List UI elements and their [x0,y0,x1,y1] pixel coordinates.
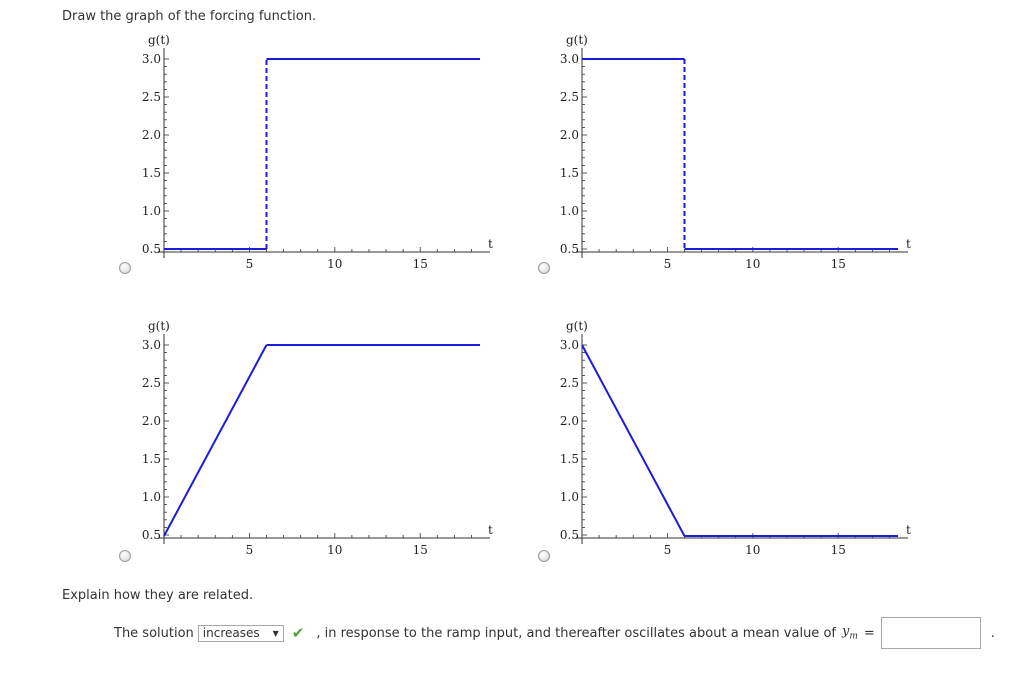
ym-symbol: ym [841,624,858,642]
answer-sentence: The solution increases ▼ ✔ , in response… [114,617,995,649]
y-tick-label: 0.5 [560,242,579,256]
y-tick-label: 0.5 [142,242,161,256]
x-axis-label: t [906,523,911,537]
graph-option-b: 0.5 1.0 1.5 2.0 2.5 3.0 5 10 15 g(t) t [560,30,918,275]
y-axis-label: g(t) [566,33,588,47]
graph-option-a: 0.5 1.0 1.5 2.0 2.5 3.0 5 10 15 g(t) t [142,30,500,275]
y-tick-label: 3.0 [560,338,579,352]
x-axis-label: t [488,237,493,251]
x-tick-label: 15 [413,257,428,271]
y-tick-label: 1.5 [142,452,161,466]
graph-option-d: 0.5 1.0 1.5 2.0 2.5 3.0 5 10 15 g(t) t [560,316,918,561]
y-tick-label: 2.0 [560,414,579,428]
select-value: increases [202,626,260,640]
radio-option-c[interactable] [119,550,131,562]
graph-option-c: 0.5 1.0 1.5 2.0 2.5 3.0 5 10 15 g(t) t [142,316,500,561]
y-tick-label: 2.5 [560,90,579,104]
x-tick-label: 5 [664,257,672,271]
x-tick-label: 15 [831,543,846,557]
answer-middle-text: , in response to the ramp input, and the… [316,625,836,641]
y-axis-label: g(t) [148,33,170,47]
y-tick-label: 1.5 [142,166,161,180]
y-tick-label: 2.0 [560,128,579,142]
explain-prompt: Explain how they are related. [62,588,254,603]
y-tick-label: 0.5 [142,528,161,542]
x-tick-label: 15 [413,543,428,557]
equals-sign: = [863,625,875,641]
question-prompt: Draw the graph of the forcing function. [62,9,317,24]
x-tick-label: 5 [246,257,254,271]
x-tick-label: 5 [246,543,254,557]
x-tick-label: 10 [327,543,342,557]
y-tick-label: 2.5 [142,90,161,104]
period: . [990,625,995,641]
y-tick-label: 3.0 [560,52,579,66]
mean-value-input[interactable] [880,617,981,649]
x-tick-label: 10 [745,543,760,557]
y-tick-label: 0.5 [560,528,579,542]
radio-option-d[interactable] [538,550,550,562]
answer-prefix: The solution [114,625,194,641]
x-tick-label: 10 [745,257,760,271]
checkmark-icon: ✔ [291,624,305,642]
y-tick-label: 1.0 [560,204,579,218]
y-tick-label: 1.5 [560,452,579,466]
y-tick-label: 1.0 [142,204,161,218]
y-tick-label: 3.0 [142,338,161,352]
radio-option-a[interactable] [119,262,131,274]
y-tick-label: 1.0 [560,490,579,504]
y-axis-label: g(t) [148,319,170,333]
solution-behavior-select[interactable]: increases ▼ [197,624,284,642]
y-axis-label: g(t) [566,319,588,333]
y-tick-label: 2.5 [142,376,161,390]
x-axis-label: t [488,523,493,537]
y-tick-label: 3.0 [142,52,161,66]
x-tick-label: 10 [327,257,342,271]
x-axis-label: t [906,237,911,251]
y-tick-label: 2.0 [142,414,161,428]
radio-option-b[interactable] [538,262,550,274]
x-tick-label: 15 [831,257,846,271]
y-tick-label: 2.5 [560,376,579,390]
y-tick-label: 1.0 [142,490,161,504]
series-segment [163,344,268,537]
chevron-down-icon: ▼ [272,628,279,638]
y-tick-label: 2.0 [142,128,161,142]
y-tick-label: 1.5 [560,166,579,180]
x-tick-label: 5 [664,543,672,557]
series-segment [581,344,686,537]
